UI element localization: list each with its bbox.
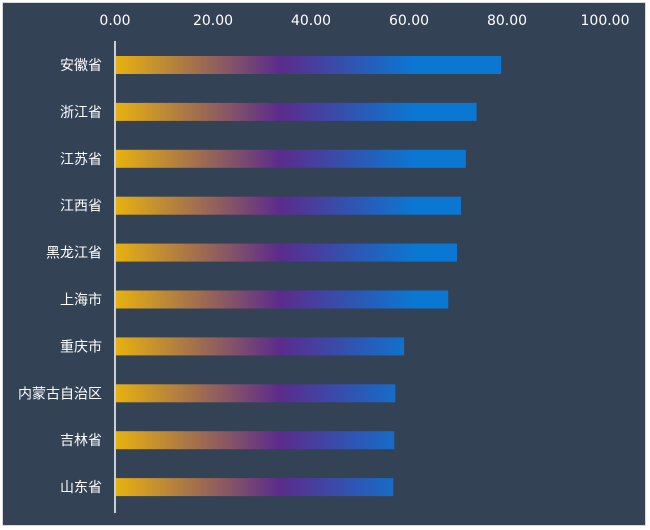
x-axis: 0.00 20.00 40.00 60.00 80.00 100.00 <box>99 13 629 29</box>
bar <box>116 243 458 262</box>
chart-frame: 0.00 20.00 40.00 60.00 80.00 100.00 安徽省浙江省江苏省… <box>2 2 646 526</box>
x-tick-label: 20.00 <box>193 13 233 29</box>
category-label: 上海市 <box>60 292 102 309</box>
x-tick-label: 80.00 <box>487 13 527 29</box>
x-tick-label: 60.00 <box>389 13 429 29</box>
category-label: 吉林省 <box>60 433 102 449</box>
bar-chart: 0.00 20.00 40.00 60.00 80.00 100.00 安徽省浙江省江苏省… <box>18 13 630 513</box>
bar <box>116 478 394 497</box>
category-label: 安徽省 <box>60 58 102 74</box>
category-label: 山东省 <box>60 480 102 496</box>
bar <box>116 56 502 74</box>
bar <box>116 290 449 309</box>
category-label: 重庆市 <box>60 338 102 355</box>
bar <box>116 196 461 215</box>
x-tick-label: 40.00 <box>291 13 331 29</box>
x-tick-label: 0.00 <box>99 13 130 29</box>
category-label: 内蒙古自治区 <box>18 386 102 402</box>
x-tick-label: 100.00 <box>581 13 630 29</box>
bar <box>116 337 405 356</box>
bar <box>116 149 466 168</box>
category-label: 浙江省 <box>60 105 102 121</box>
bars-group <box>116 56 502 497</box>
category-label: 江西省 <box>60 199 102 215</box>
bar <box>116 102 477 121</box>
bar <box>116 431 395 450</box>
bar <box>116 384 396 403</box>
category-label: 江苏省 <box>60 152 102 168</box>
category-label: 黑龙江省 <box>46 246 102 262</box>
